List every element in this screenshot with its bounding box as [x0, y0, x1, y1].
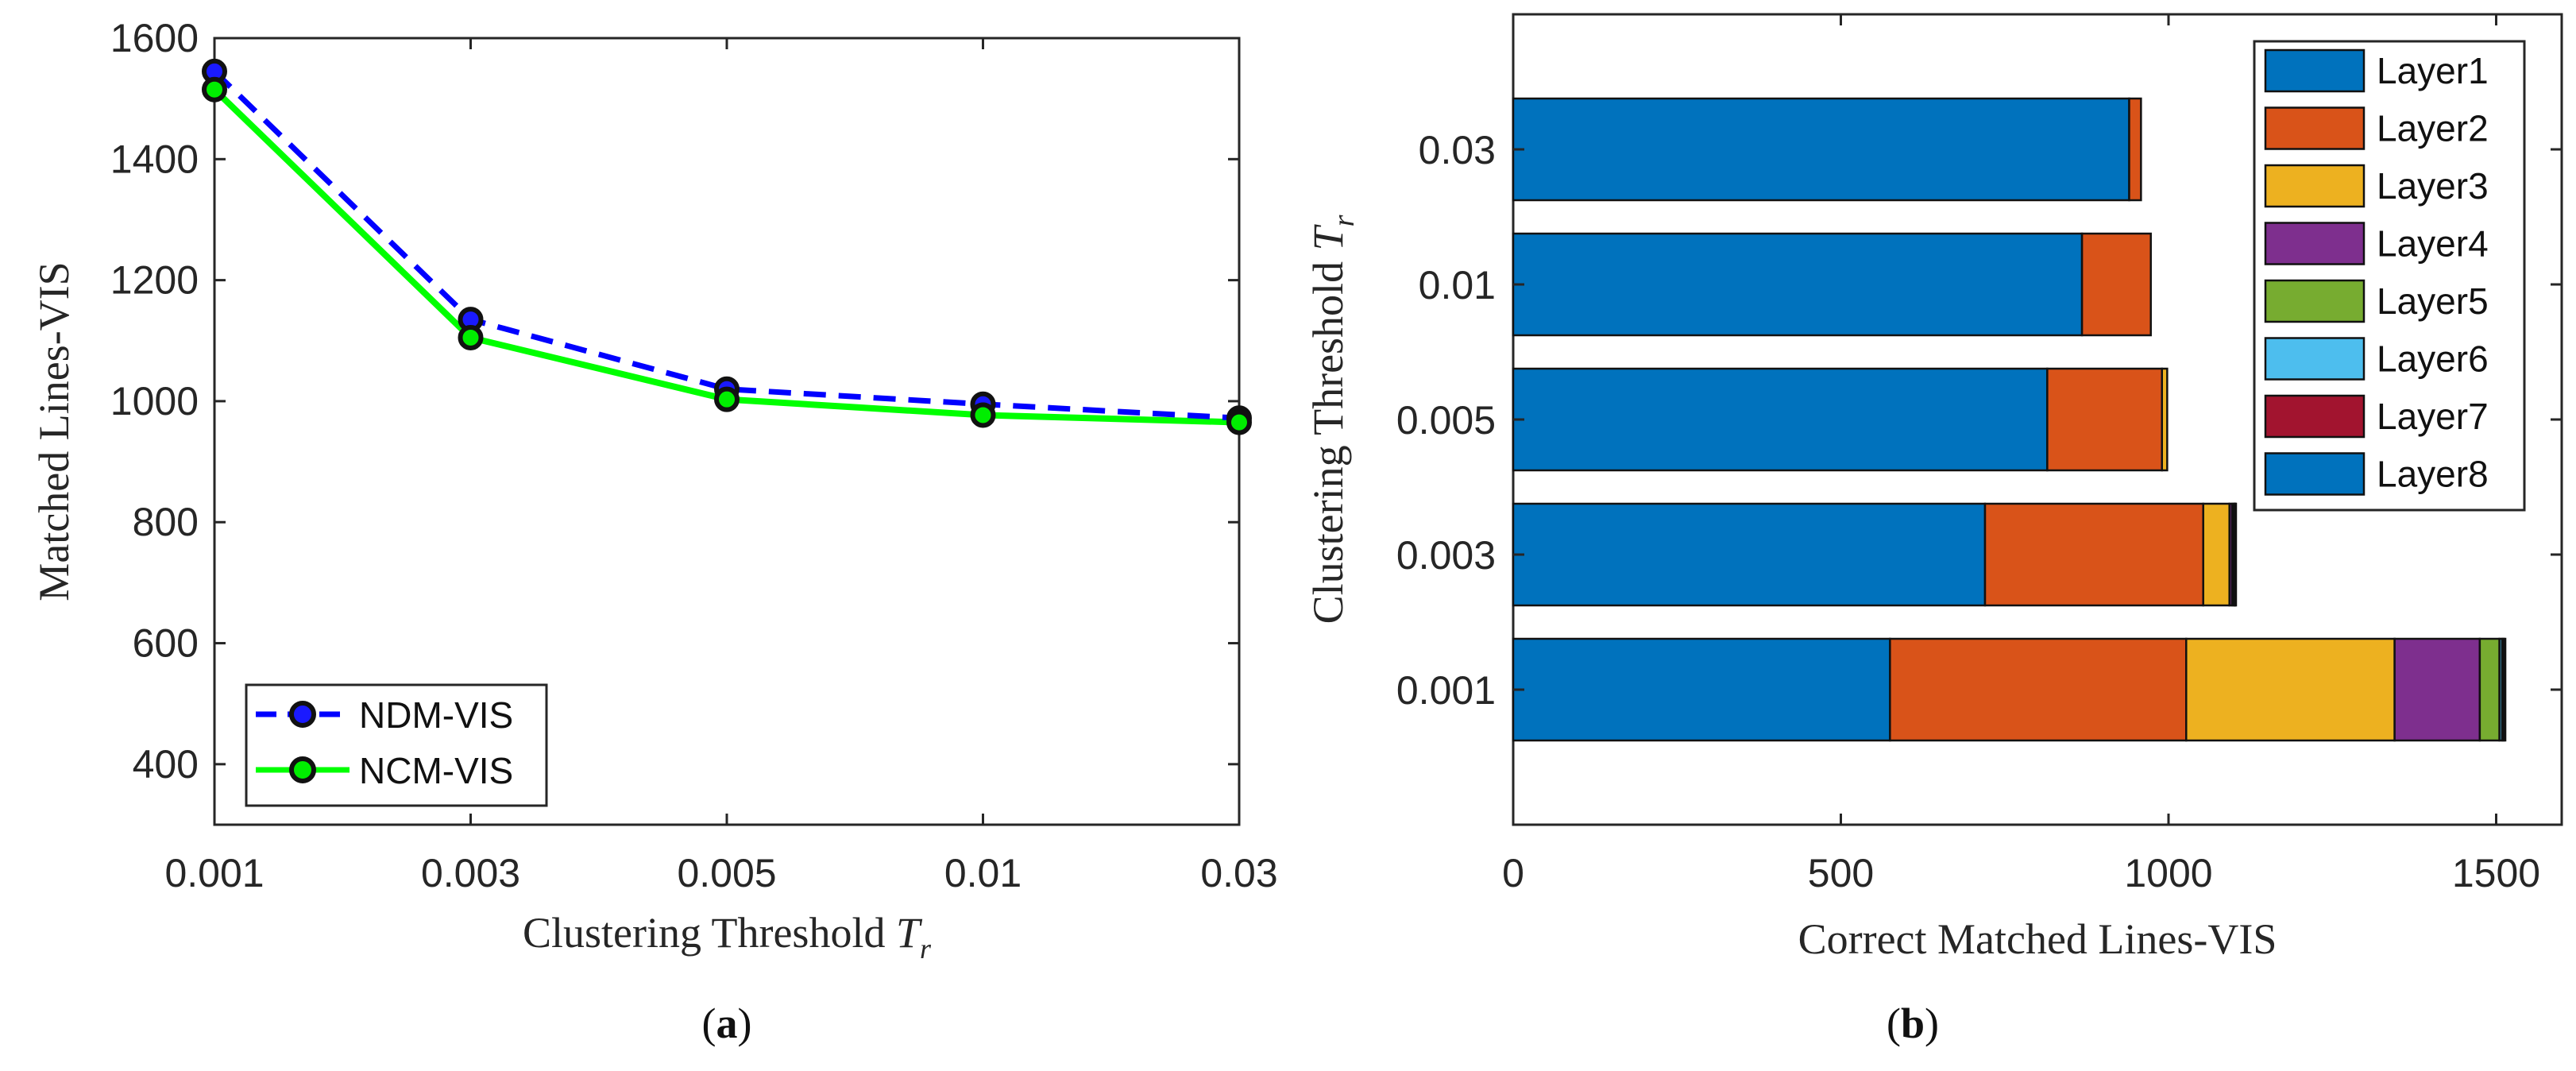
data-point-ncm-vis [970, 402, 996, 428]
legend-swatch-layer4 [2264, 222, 2366, 265]
y-tick-label: 600 [133, 621, 199, 666]
x-tick-label: 0.01 [944, 851, 1022, 895]
legend-swatch-layer3 [2264, 164, 2366, 208]
bar-segment-layer8 [2234, 502, 2238, 607]
bar-segment-layer3 [2161, 367, 2169, 472]
bar-segment-layer2 [2080, 232, 2152, 337]
bar-segment-layer2 [1889, 637, 2188, 742]
bar-segment-layer2 [2128, 97, 2142, 202]
legend-swatch-layer5 [2264, 279, 2366, 323]
y-tick-label: 0.003 [1396, 533, 1496, 578]
data-point-ncm-vis [1226, 409, 1252, 435]
y-tick-label: 800 [133, 500, 199, 544]
y-tick-label: 0.005 [1396, 398, 1496, 443]
panel-b-stacked-bar-chart: 0 500 1000 1500 0.001 0.003 0.005 0.01 0.03 Cor… [1304, 13, 2563, 1047]
x-tick-label: 0.003 [421, 851, 520, 895]
panel-a-y-axis-label: Matched Lines-VIS [30, 261, 78, 601]
legend-label-layer5: Layer5 [2377, 280, 2489, 322]
legend-label-layer1: Layer1 [2377, 50, 2489, 91]
x-tick-label: 0.005 [677, 851, 776, 895]
bar-segment-layer3 [2185, 637, 2396, 742]
legend-ndm-label: NDM-VIS [359, 694, 513, 736]
legend-ncm-marker [289, 756, 316, 783]
panel-b-caption: (b) [1887, 999, 1939, 1047]
panel-b-legend: Layer1 Layer2 Layer3 Layer4 Layer5 Layer6 Laye… [2253, 40, 2526, 512]
y-tick-label: 400 [133, 742, 199, 787]
bar-segment-layer8 [2503, 637, 2507, 742]
panel-a-legend: NDM-VIS NCM-VIS [245, 683, 548, 807]
panel-a-series [202, 58, 1252, 435]
x-tick-label: 0.03 [1200, 851, 1277, 895]
legend-swatch-layer7 [2264, 394, 2366, 439]
bar-segment-layer2 [2046, 367, 2163, 472]
x-tick-label: 0.001 [164, 851, 264, 895]
x-tick-label: 500 [1808, 851, 1874, 895]
x-tick-label: 0 [1502, 851, 1524, 895]
panel-b-y-ticks: 0.001 0.003 0.005 0.01 0.03 [1396, 128, 2562, 713]
bar-segment-layer1 [1512, 232, 2084, 337]
panel-b-bars [1512, 97, 2507, 742]
y-tick-label: 1200 [110, 258, 199, 303]
legend-label-layer8: Layer8 [2377, 454, 2489, 495]
bar-segment-layer1 [1512, 367, 2049, 472]
data-point-ncm-vis [458, 324, 484, 350]
y-tick-label: 1400 [110, 137, 199, 181]
legend-swatch-layer8 [2264, 452, 2366, 496]
bar-segment-layer2 [1983, 502, 2204, 607]
legend-swatch-layer1 [2264, 48, 2366, 93]
legend-swatch-layer6 [2264, 337, 2366, 381]
panel-b-y-axis-label: Clustering Threshold Tr [1304, 215, 1361, 624]
panel-b-x-axis-label: Correct Matched Lines-VIS [1798, 915, 2277, 963]
bar-segment-layer5 [2478, 637, 2501, 742]
y-tick-label: 1600 [110, 16, 199, 60]
y-tick-label: 1000 [110, 379, 199, 423]
y-tick-label: 0.03 [1419, 128, 1496, 172]
panel-a-caption: (a) [702, 999, 752, 1047]
legend-label-layer6: Layer6 [2377, 338, 2489, 380]
legend-label-layer7: Layer7 [2377, 396, 2489, 437]
data-point-ncm-vis [202, 76, 227, 102]
bar-segment-layer4 [2393, 637, 2481, 742]
x-tick-label: 1500 [2452, 851, 2540, 895]
panel-a-x-axis-label: Clustering Threshold Tr [523, 909, 932, 965]
y-tick-label: 0.01 [1419, 263, 1496, 307]
bar-segment-layer3 [2202, 502, 2230, 607]
legend-ncm-label: NCM-VIS [359, 750, 513, 791]
bar-segment-layer1 [1512, 502, 1987, 607]
data-point-ncm-vis [714, 386, 740, 412]
x-tick-label: 1000 [2124, 851, 2212, 895]
bar-segment-layer1 [1512, 637, 1891, 742]
legend-label-layer3: Layer3 [2377, 165, 2489, 207]
series-line-ndm-vis [212, 69, 1240, 421]
panel-a-y-ticks: 400 600 800 1000 1200 1400 1600 [110, 16, 1239, 787]
bar-segment-layer1 [1512, 97, 2130, 202]
legend-ndm-marker [289, 701, 316, 728]
panel-a-x-ticks: 0.001 0.003 0.005 0.01 0.03 [164, 38, 1278, 895]
legend-label-layer2: Layer2 [2377, 108, 2489, 149]
y-tick-label: 0.001 [1396, 668, 1496, 713]
legend-label-layer4: Layer4 [2377, 223, 2489, 265]
panel-b-x-ticks: 0 500 1000 1500 [1502, 14, 2540, 895]
legend-swatch-layer2 [2264, 106, 2366, 150]
